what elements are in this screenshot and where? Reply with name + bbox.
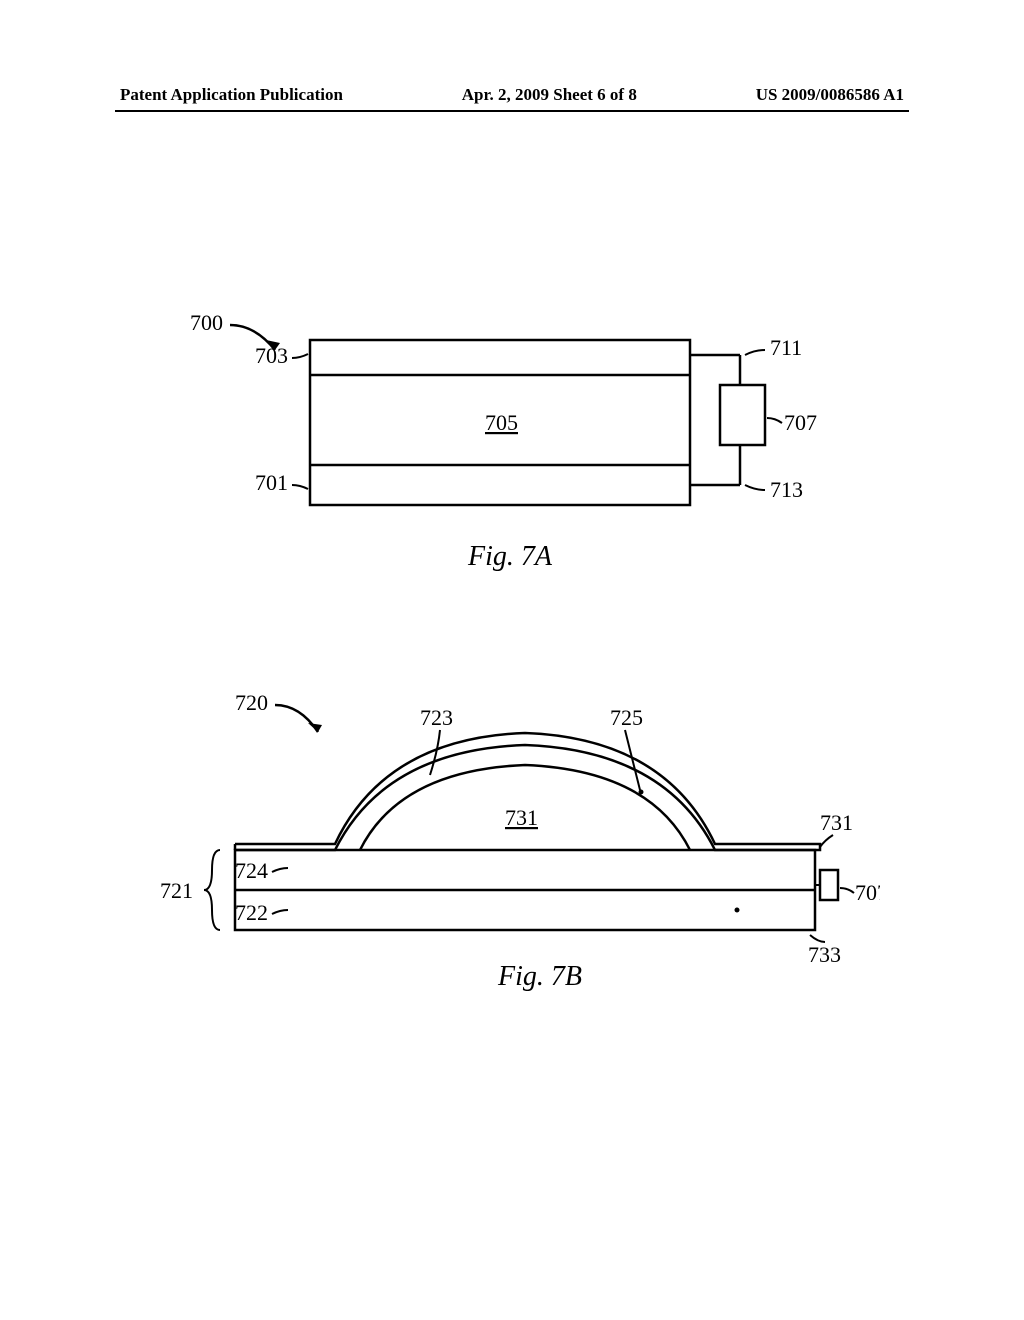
side-box-7a: [720, 385, 765, 445]
header-rule: [115, 110, 909, 112]
label-707: 707: [784, 410, 817, 435]
figure-7a: 700 705 703 701 711 707 713 Fig. 7A: [180, 310, 840, 570]
label-721: 721: [160, 878, 193, 903]
label-703: 703: [255, 343, 288, 368]
header-center: Apr. 2, 2009 Sheet 6 of 8: [462, 85, 637, 105]
dome-right-cap: [815, 844, 820, 850]
brace-721: [204, 850, 220, 930]
label-711: 711: [770, 335, 802, 360]
tick-707: [767, 418, 782, 423]
label-720: 720: [235, 690, 268, 715]
assembly-arrow-7b: 720: [235, 690, 322, 732]
page-header: Patent Application Publication Apr. 2, 2…: [0, 85, 1024, 105]
arrow-720-head: [308, 723, 322, 732]
lead-725-dot: [639, 790, 644, 795]
figure-7b: 720 731 723 725 731 707: [140, 690, 880, 990]
tick-731r: [820, 835, 833, 847]
dome-outer: [235, 745, 815, 850]
tick-713: [745, 485, 765, 490]
tick-722: [272, 910, 288, 914]
tick-724: [272, 868, 288, 872]
label-724: 724: [235, 858, 268, 883]
label-705: 705: [485, 410, 518, 435]
caption-7a: Fig. 7A: [467, 541, 553, 572]
label-713: 713: [770, 477, 803, 502]
header-left: Patent Application Publication: [120, 85, 343, 105]
tick-711: [745, 350, 765, 355]
tick-707b: [840, 888, 854, 893]
label-722: 722: [235, 900, 268, 925]
label-731-center: 731: [505, 805, 538, 830]
figure-7a-svg: 700 705 703 701 711 707 713 Fig. 7A: [180, 310, 840, 580]
header-right: US 2009/0086586 A1: [756, 85, 904, 105]
caption-7b: Fig. 7B: [497, 961, 582, 992]
side-box-7b: [820, 870, 838, 900]
tick-701: [292, 485, 308, 489]
label-731-right: 731: [820, 810, 853, 835]
label-733: 733: [808, 942, 841, 967]
label-725: 725: [610, 705, 643, 730]
figure-7b-svg: 720 731 723 725 731 707: [140, 690, 880, 1000]
tick-703: [292, 354, 308, 358]
tick-733: [810, 935, 825, 942]
label-701: 701: [255, 470, 288, 495]
label-723: 723: [420, 705, 453, 730]
label-700: 700: [190, 310, 223, 335]
arrow-720-line: [275, 705, 318, 732]
label-707b: 707: [855, 880, 880, 905]
lead-733-hidden: [737, 910, 810, 930]
